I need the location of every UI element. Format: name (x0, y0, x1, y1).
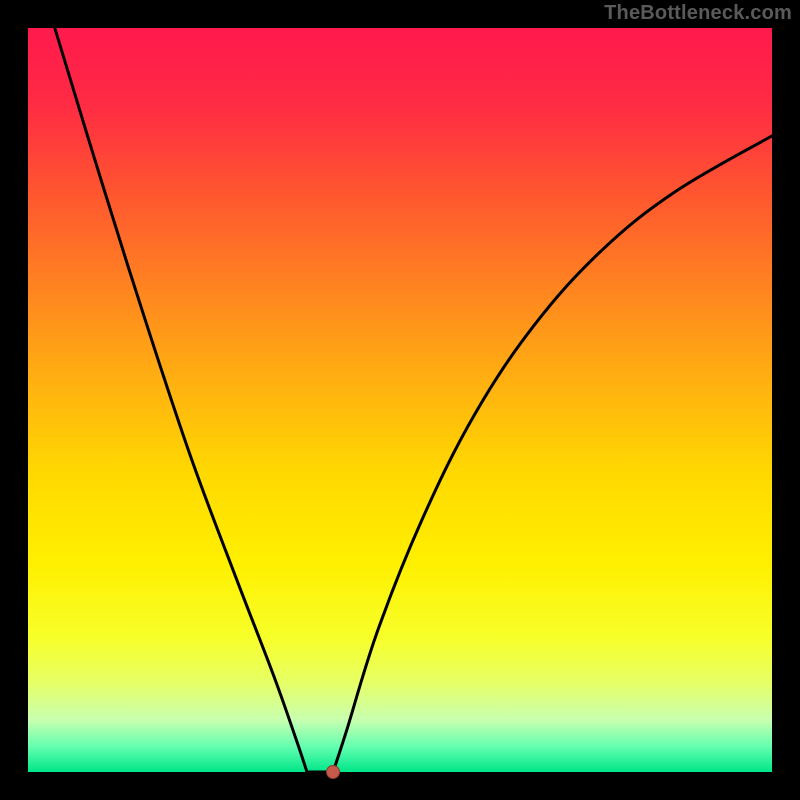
plot-area (28, 28, 772, 772)
optimum-marker (326, 765, 340, 779)
watermark-text: TheBottleneck.com (604, 2, 792, 25)
chart-container: TheBottleneck.com (0, 0, 800, 800)
